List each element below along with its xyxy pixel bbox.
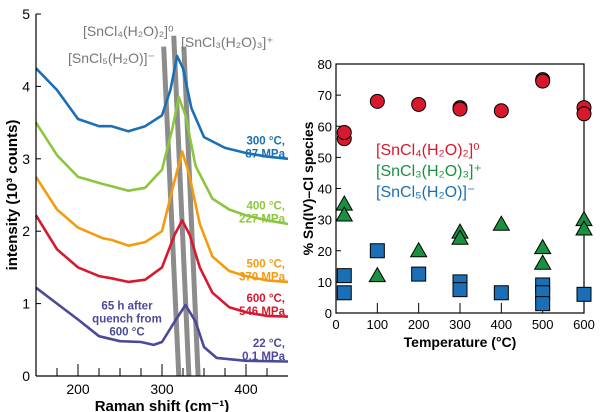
y-tick-label: 0 bbox=[22, 368, 30, 384]
x-tick-label: 100 bbox=[366, 317, 388, 332]
quench-note: 65 h after bbox=[101, 300, 153, 312]
data-point-square bbox=[411, 266, 427, 282]
y-tick-label: 10 bbox=[318, 275, 332, 290]
x-tick-label: 400 bbox=[234, 381, 258, 397]
data-point-square bbox=[576, 286, 592, 302]
y-tick-label: 4 bbox=[22, 78, 30, 94]
series-label-3: 546 MPa bbox=[239, 306, 286, 318]
spectrum-line-3 bbox=[34, 214, 289, 318]
series-label-2: 370 MPa bbox=[239, 271, 286, 283]
y-tick-label: 0 bbox=[325, 306, 332, 321]
band-label-0: [SnCl₅(H₂O)]⁻ bbox=[68, 50, 155, 66]
x-tick-label: 300 bbox=[449, 317, 471, 332]
x-tick-label: 500 bbox=[532, 317, 554, 332]
data-point-square bbox=[452, 282, 468, 298]
data-point-circle bbox=[336, 124, 352, 140]
x-tick-label: 600 bbox=[573, 317, 595, 332]
species-band-1 bbox=[171, 35, 192, 377]
series-label-1: 227 MPa bbox=[239, 213, 286, 225]
y-axis-label: % Sn(IV)–Cl species bbox=[300, 121, 316, 255]
data-point-triangle bbox=[451, 229, 469, 245]
data-point-square bbox=[535, 296, 551, 312]
band-label-1: [SnCl₄(H₂O)₂]⁰ bbox=[83, 23, 174, 39]
data-point-triangle bbox=[533, 238, 552, 255]
raman-spectra-chart: 0 1 2 3 4 5 200 300 400 Raman shift (cm⁻¹) intensi… bbox=[4, 6, 289, 412]
data-point-triangle bbox=[368, 266, 387, 283]
y-tick-label: 70 bbox=[318, 88, 332, 103]
data-point-triangle bbox=[492, 215, 511, 231]
band-label-2: [SnCl₃(H₂O)₃]⁺ bbox=[181, 34, 274, 50]
data-point-triangle bbox=[409, 241, 428, 258]
y-axis-label: intensity (10³ counts) bbox=[4, 120, 21, 271]
x-tick-label: 200 bbox=[408, 317, 430, 332]
series-label-4: 22 °C, bbox=[253, 338, 285, 350]
x-tick-label: 300 bbox=[150, 381, 174, 397]
data-point-circle bbox=[576, 106, 592, 122]
x-tick-label: 0 bbox=[332, 317, 339, 332]
series-label-3: 600 °C, bbox=[247, 293, 285, 305]
spectrum-line-1 bbox=[34, 96, 289, 226]
data-point-circle bbox=[369, 93, 385, 109]
y-tick-label: 20 bbox=[318, 244, 332, 259]
data-point-circle bbox=[411, 96, 427, 112]
y-tick-label: 3 bbox=[22, 151, 30, 167]
y-tick-label: 2 bbox=[22, 223, 30, 239]
y-tick-label: 5 bbox=[22, 6, 30, 22]
y-tick-label: 40 bbox=[318, 182, 332, 197]
y-tick-label: 1 bbox=[22, 296, 30, 312]
spectrum-line-4 bbox=[35, 286, 289, 363]
spectrum-line-2 bbox=[34, 150, 289, 284]
x-tick-label: 200 bbox=[66, 381, 90, 397]
data-point-circle bbox=[452, 101, 468, 117]
quench-note: quench from bbox=[92, 313, 162, 325]
data-point-square bbox=[493, 285, 509, 301]
legend-entry-1: [SnCl₃(H₂O)₃]⁺ bbox=[376, 163, 482, 180]
legend-entry-2: [SnCl₅(H₂O)]⁻ bbox=[376, 184, 475, 201]
series-label-4: 0.1 MPa bbox=[242, 351, 285, 363]
data-point-square bbox=[336, 268, 352, 284]
data-point-triangle bbox=[335, 205, 354, 222]
series-label-2: 500 °C, bbox=[247, 258, 285, 270]
quench-note: 600 °C bbox=[109, 326, 144, 338]
series-label-0: 87 MPa bbox=[245, 148, 285, 160]
x-axis-label: Temperature (°C) bbox=[404, 334, 517, 350]
y-tick-label: 80 bbox=[318, 57, 332, 72]
y-tick-label: 30 bbox=[318, 213, 332, 228]
data-point-square bbox=[336, 285, 352, 301]
y-tick-label: 60 bbox=[318, 119, 332, 134]
legend-entry-0: [SnCl₄(H₂O)₂]⁰ bbox=[376, 142, 480, 159]
data-point-triangle bbox=[533, 254, 552, 270]
spectrum-line-0 bbox=[35, 54, 289, 161]
data-point-circle bbox=[493, 103, 509, 119]
species-percentage-chart: 0 10 20 30 40 50 60 70 80 0 100 200 300 400 500 600 Temp… bbox=[300, 57, 595, 350]
y-tick-label: 50 bbox=[318, 150, 332, 165]
data-point-circle bbox=[535, 73, 551, 89]
x-axis-label: Raman shift (cm⁻¹) bbox=[95, 398, 230, 412]
series-label-0: 300 °C, bbox=[247, 135, 285, 147]
series-label-1: 400 °C, bbox=[247, 200, 285, 212]
x-tick-label: 400 bbox=[490, 317, 512, 332]
data-point-square bbox=[369, 243, 385, 259]
data-point-triangle bbox=[575, 219, 593, 236]
